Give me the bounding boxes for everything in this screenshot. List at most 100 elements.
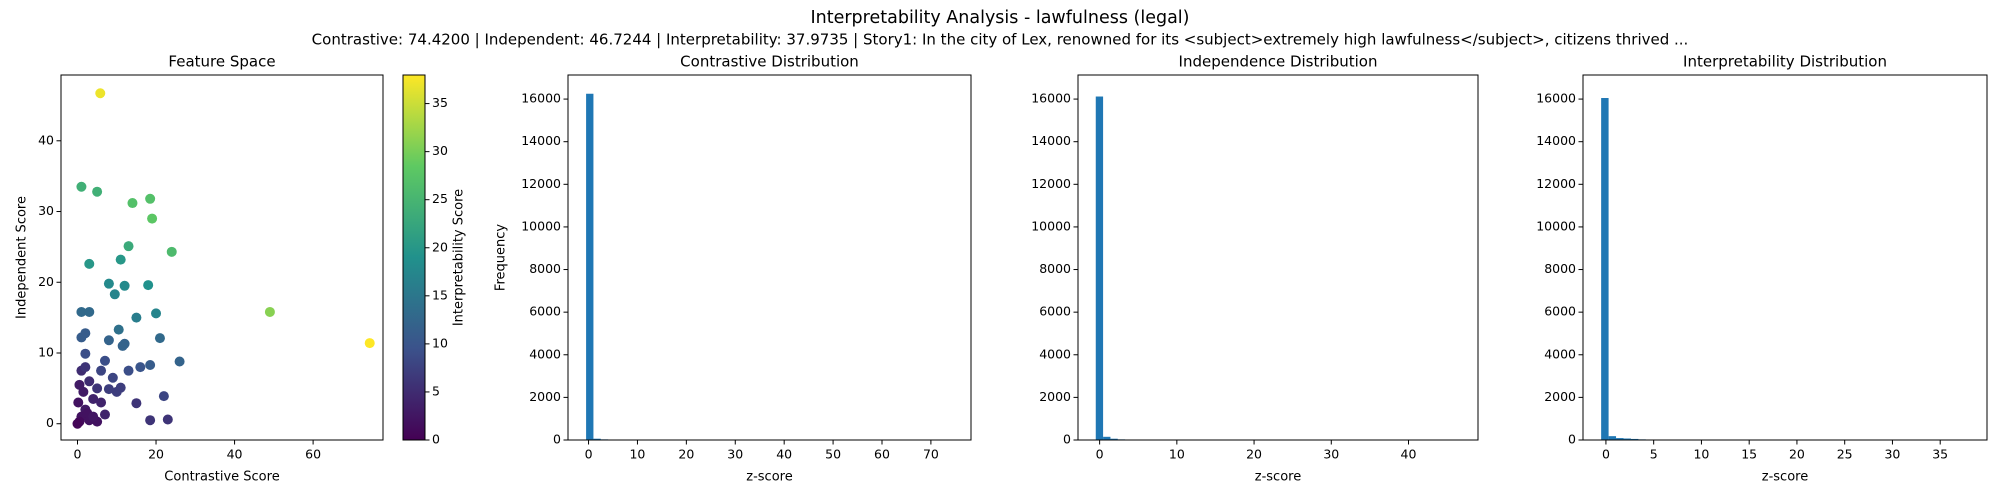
histogram-bar (586, 93, 594, 440)
y-tick-label: 6000 (529, 304, 561, 319)
y-tick-label: 16000 (1031, 91, 1071, 106)
scatter-point (131, 312, 142, 323)
scatter-point (135, 362, 146, 373)
y-tick-label: 10000 (1536, 218, 1576, 233)
scatter-point (107, 372, 118, 383)
x-tick-label: 40 (1401, 447, 1417, 462)
y-tick-label: 2000 (1544, 389, 1576, 404)
x-tick-label: 40 (776, 447, 792, 462)
scatter-point (174, 356, 185, 367)
y-tick-label: 6000 (1039, 304, 1071, 319)
x-tick-label: 40 (227, 447, 243, 462)
histogram-bar (1103, 436, 1111, 440)
y-tick-label: 16000 (1536, 91, 1576, 106)
scatter-point (154, 333, 165, 344)
y-tick-label: 10 (38, 344, 54, 359)
scatter-point (103, 278, 114, 289)
scatter-point (96, 365, 107, 376)
scatter-point (74, 379, 85, 390)
scatter-point (96, 397, 107, 408)
x-tick-label: 30 (1323, 447, 1339, 462)
scatter-point (111, 386, 122, 397)
x-tick-label: 15 (1741, 447, 1757, 462)
x-tick-label: 50 (825, 447, 841, 462)
scatter-point (92, 186, 103, 197)
colorbar-tick-label: 35 (432, 95, 448, 110)
y-tick-label: 2000 (529, 389, 561, 404)
colorbar-frame (402, 74, 426, 441)
scatter-point (119, 280, 130, 291)
scatter-point (123, 241, 134, 252)
colorbar-tick-label: 25 (432, 191, 448, 206)
scatter-point (88, 411, 99, 422)
scatter-point (103, 384, 114, 395)
histogram-bar (593, 438, 601, 440)
x-tick-label: 20 (678, 447, 694, 462)
y-tick-label: 0 (1063, 432, 1071, 447)
x-tick-label: 10 (629, 447, 645, 462)
y-tick-label: 40 (38, 132, 54, 147)
y-tick-label: 2000 (1039, 389, 1071, 404)
y-tick-label: 12000 (1031, 176, 1071, 191)
y-tick-label: 4000 (529, 346, 561, 361)
scatter-point (99, 355, 110, 366)
y-tick-label: 12000 (1536, 176, 1576, 191)
x-axis-label: z-score (746, 470, 792, 485)
x-tick-label: 60 (874, 447, 890, 462)
histogram-bar (1601, 98, 1609, 440)
axes-frame (1077, 74, 1479, 441)
colorbar-tick-label: 30 (432, 143, 448, 158)
y-tick-label: 12000 (521, 176, 561, 191)
y-tick-label: 14000 (1031, 133, 1071, 148)
histogram-bar (1616, 438, 1624, 440)
colorbar-tick-label: 15 (432, 287, 448, 302)
x-tick-label: 25 (1837, 447, 1853, 462)
scatter-point (151, 308, 162, 319)
x-tick-label: 60 (305, 447, 321, 462)
scatter-point (80, 362, 91, 373)
scatter-point (109, 289, 120, 300)
x-tick-label: 70 (923, 447, 939, 462)
scatter-point (88, 393, 99, 404)
scatter-point (80, 328, 91, 339)
y-tick-label: 4000 (1039, 346, 1071, 361)
x-tick-label: 20 (1246, 447, 1262, 462)
colorbar-label: Interpretability Score (452, 189, 467, 326)
scatter-point (84, 258, 95, 269)
y-tick-label: 0 (553, 432, 561, 447)
x-tick-label: 0 (1602, 447, 1610, 462)
scatter-point (99, 409, 110, 420)
axes-frame (60, 74, 384, 441)
axes-title: Contrastive Distribution (680, 53, 859, 71)
axes-frame (567, 74, 972, 441)
y-tick-label: 14000 (521, 133, 561, 148)
x-axis-label: z-score (1762, 470, 1808, 485)
scatter-point (145, 360, 156, 371)
y-tick-label: 10000 (521, 218, 561, 233)
histogram-bar (1608, 436, 1617, 440)
scatter-point (84, 376, 95, 387)
y-tick-label: 4000 (1544, 346, 1576, 361)
x-tick-label: 10 (1169, 447, 1185, 462)
y-tick-label: 8000 (1544, 261, 1576, 276)
y-tick-label: 16000 (521, 91, 561, 106)
scatter-point (123, 365, 134, 376)
scatter-point (158, 391, 169, 402)
scatter-point (80, 348, 91, 359)
figure-subtitle: Contrastive: 74.4200 | Independent: 46.7… (312, 31, 1689, 49)
axes-title: Interpretability Distribution (1683, 53, 1887, 71)
x-tick-label: 5 (1650, 447, 1658, 462)
scatter-point (72, 418, 83, 429)
colorbar-tick-label: 0 (432, 432, 440, 447)
colorbar (403, 75, 425, 440)
x-tick-label: 35 (1932, 447, 1948, 462)
axes-title: Feature Space (168, 53, 275, 71)
scatter-point (166, 246, 177, 257)
y-tick-label: 10000 (1031, 218, 1071, 233)
x-tick-label: 20 (1789, 447, 1805, 462)
scatter-point (364, 338, 375, 349)
scatter-point (95, 88, 106, 99)
axes-title: Independence Distribution (1179, 53, 1378, 71)
scatter-point (76, 181, 87, 192)
